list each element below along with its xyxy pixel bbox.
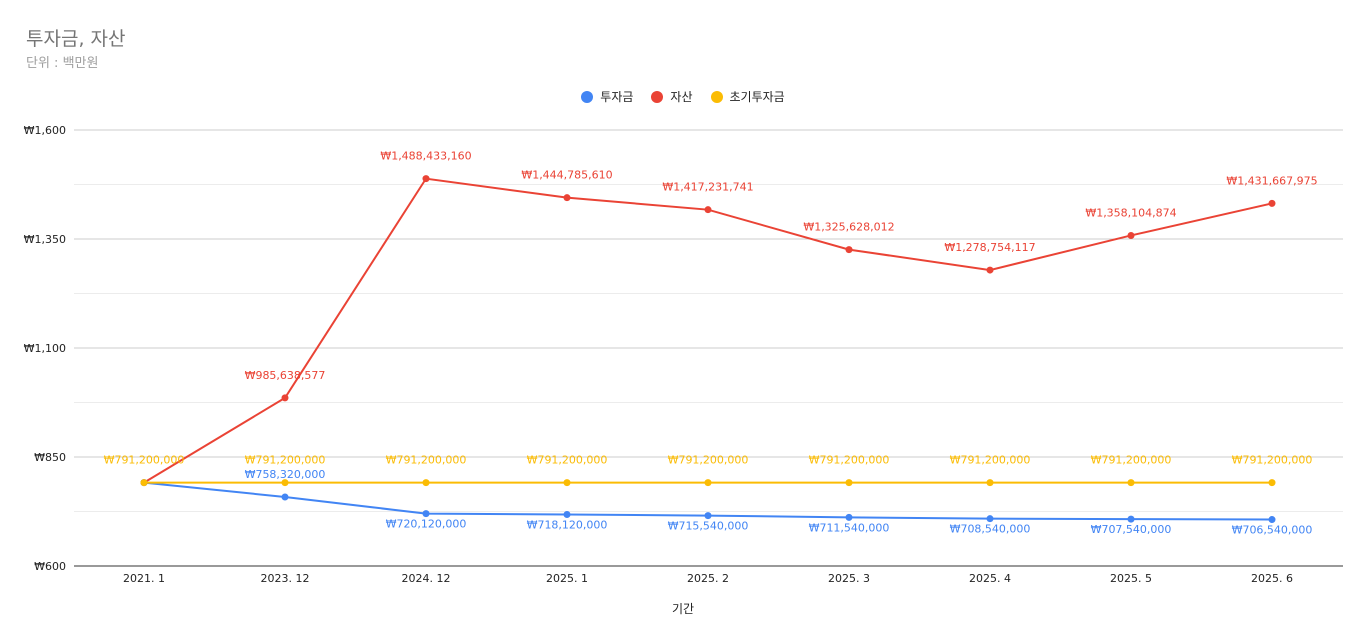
data-label: ₩715,540,000 [668, 520, 749, 533]
data-label: ₩711,540,000 [809, 521, 890, 534]
data-point [845, 479, 853, 487]
x-tick-label: 2025. 3 [828, 572, 870, 585]
x-tick-label: 2025. 6 [1251, 572, 1293, 585]
legend-marker-icon [651, 90, 664, 103]
data-point [422, 175, 430, 183]
legend-marker-icon [710, 90, 723, 103]
y-tick-label: ₩850 [34, 451, 66, 464]
x-axis-title: 기간 [671, 602, 695, 616]
data-point [986, 266, 994, 274]
x-tick-label: 2025. 4 [969, 572, 1011, 585]
data-point [563, 479, 571, 487]
data-point [281, 394, 289, 402]
y-tick-label: ₩1,350 [24, 233, 66, 246]
data-point [845, 513, 853, 521]
data-label: ₩791,200,000 [809, 454, 890, 467]
data-label: ₩791,200,000 [104, 454, 185, 467]
data-label: ₩718,120,000 [527, 518, 608, 531]
data-point [563, 510, 571, 518]
data-point [845, 246, 853, 254]
legend-label: 자산 [670, 90, 693, 104]
data-point [563, 194, 571, 202]
legend-item-initial[interactable]: 초기투자금 [710, 88, 785, 105]
data-point [422, 510, 430, 518]
x-tick-label: 2025. 1 [546, 572, 588, 585]
data-point [281, 493, 289, 501]
data-label: ₩791,200,000 [245, 454, 326, 467]
data-label: ₩791,200,000 [527, 454, 608, 467]
x-tick-label: 2024. 12 [402, 572, 451, 585]
data-point [1268, 199, 1276, 207]
chart-title: 투자금, 자산 [26, 28, 126, 50]
x-tick-label: 2025. 5 [1110, 572, 1152, 585]
x-tick-label: 2021. 1 [123, 572, 165, 585]
data-label: ₩1,358,104,874 [1085, 206, 1176, 219]
data-label: ₩706,540,000 [1232, 524, 1313, 537]
data-point [1127, 515, 1135, 523]
data-point [704, 512, 712, 520]
legend-label: 투자금 [600, 90, 634, 104]
legend-marker-icon [581, 90, 594, 103]
chart-subtitle: 단위 : 백만원 [26, 56, 99, 71]
data-label: ₩707,540,000 [1091, 523, 1172, 536]
data-label: ₩1,444,785,610 [521, 169, 612, 182]
x-tick-label: 2023. 12 [261, 572, 310, 585]
data-point [1127, 479, 1135, 487]
data-label: ₩708,540,000 [950, 523, 1031, 536]
legend: 투자금 자산 초기투자금 [0, 88, 1366, 105]
data-label: ₩1,417,231,741 [662, 181, 753, 194]
data-point [1268, 516, 1276, 524]
data-label: ₩758,320,000 [245, 468, 326, 481]
y-tick-label: ₩1,100 [24, 342, 66, 355]
data-point [1127, 231, 1135, 239]
data-label: ₩1,488,433,160 [380, 150, 471, 163]
data-point [986, 479, 994, 487]
x-tick-label: 2025. 2 [687, 572, 729, 585]
legend-item-invest[interactable]: 투자금 [581, 88, 633, 105]
data-point [704, 206, 712, 214]
data-point [704, 479, 712, 487]
data-point [140, 479, 148, 487]
data-label: ₩1,431,667,975 [1226, 174, 1317, 187]
data-label: ₩791,200,000 [950, 454, 1031, 467]
y-tick-label: ₩1,600 [24, 124, 66, 137]
data-label: ₩791,200,000 [1232, 454, 1313, 467]
data-point [986, 515, 994, 523]
y-tick-label: ₩600 [34, 560, 66, 573]
data-label: ₩791,200,000 [386, 454, 467, 467]
data-point [422, 479, 430, 487]
series-line [143, 177, 1273, 484]
data-label: ₩791,200,000 [1091, 454, 1172, 467]
data-label: ₩720,120,000 [386, 518, 467, 531]
legend-label: 초기투자금 [729, 90, 785, 104]
data-label: ₩985,638,577 [245, 369, 326, 382]
data-label: ₩1,278,754,117 [944, 241, 1035, 254]
data-label: ₩791,200,000 [668, 454, 749, 467]
data-point [1268, 479, 1276, 487]
data-label: ₩1,325,628,012 [803, 221, 894, 234]
data-point [281, 479, 289, 487]
legend-item-asset[interactable]: 자산 [651, 88, 693, 105]
